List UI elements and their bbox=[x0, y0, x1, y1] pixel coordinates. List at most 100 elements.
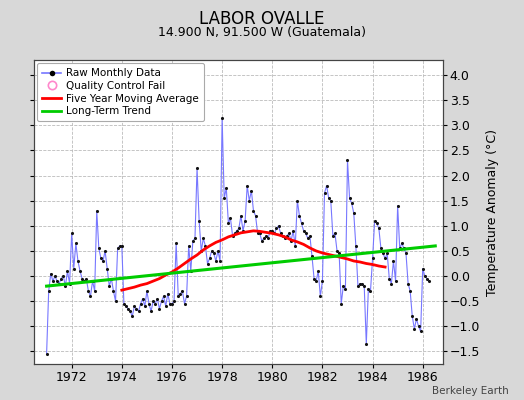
Point bbox=[366, 288, 375, 294]
Point bbox=[143, 288, 151, 294]
Point bbox=[295, 212, 303, 219]
Point bbox=[214, 248, 222, 254]
Point bbox=[423, 275, 431, 282]
Point bbox=[375, 225, 383, 232]
Point bbox=[105, 283, 114, 289]
Point bbox=[163, 290, 172, 297]
Point bbox=[347, 200, 356, 206]
Point bbox=[178, 288, 187, 294]
Point bbox=[333, 248, 341, 254]
Point bbox=[370, 218, 379, 224]
Text: LABOR OVALLE: LABOR OVALLE bbox=[199, 10, 325, 28]
Point bbox=[168, 300, 176, 307]
Point bbox=[70, 265, 78, 272]
Point bbox=[231, 230, 239, 236]
Point bbox=[305, 233, 314, 239]
Point bbox=[379, 250, 387, 257]
Point bbox=[408, 313, 417, 320]
Point bbox=[318, 278, 326, 284]
Point bbox=[128, 313, 136, 320]
Point bbox=[140, 303, 149, 310]
Point bbox=[316, 293, 324, 299]
Point bbox=[199, 235, 208, 242]
Point bbox=[282, 233, 291, 239]
Point bbox=[93, 208, 101, 214]
Point bbox=[324, 195, 333, 201]
Point bbox=[373, 220, 381, 226]
Point bbox=[49, 278, 57, 284]
Point bbox=[187, 268, 195, 274]
Point bbox=[74, 258, 82, 264]
Point bbox=[80, 278, 89, 284]
Point bbox=[57, 275, 66, 282]
Point bbox=[42, 351, 51, 357]
Point bbox=[235, 225, 243, 232]
Point bbox=[184, 243, 193, 249]
Point bbox=[157, 298, 166, 304]
Text: Berkeley Earth: Berkeley Earth bbox=[432, 386, 508, 396]
Point bbox=[208, 248, 216, 254]
Point bbox=[224, 220, 233, 226]
Point bbox=[193, 165, 201, 171]
Point bbox=[126, 308, 134, 314]
Point bbox=[252, 212, 260, 219]
Point bbox=[180, 300, 189, 307]
Point bbox=[299, 228, 308, 234]
Point bbox=[352, 243, 360, 249]
Point bbox=[354, 283, 362, 289]
Point bbox=[247, 188, 256, 194]
Point bbox=[402, 250, 410, 257]
Point bbox=[326, 198, 335, 204]
Point bbox=[377, 245, 385, 252]
Point bbox=[145, 300, 153, 307]
Point bbox=[291, 243, 299, 249]
Point bbox=[147, 308, 155, 314]
Point bbox=[256, 230, 264, 236]
Point bbox=[99, 258, 107, 264]
Point bbox=[218, 114, 226, 121]
Point bbox=[383, 250, 391, 257]
Point bbox=[101, 248, 110, 254]
Point bbox=[66, 280, 74, 287]
Point bbox=[249, 208, 258, 214]
Point bbox=[285, 230, 293, 236]
Point bbox=[410, 326, 419, 332]
Point bbox=[322, 182, 331, 189]
Point bbox=[275, 223, 283, 229]
Point bbox=[107, 275, 116, 282]
Point bbox=[394, 202, 402, 209]
Point bbox=[310, 275, 318, 282]
Point bbox=[116, 243, 124, 249]
Point bbox=[63, 268, 72, 274]
Point bbox=[385, 275, 394, 282]
Point bbox=[130, 303, 138, 310]
Point bbox=[391, 278, 400, 284]
Point bbox=[389, 258, 398, 264]
Point bbox=[243, 182, 252, 189]
Point bbox=[364, 286, 373, 292]
Point bbox=[412, 316, 421, 322]
Point bbox=[356, 280, 364, 287]
Point bbox=[335, 250, 343, 257]
Point bbox=[264, 235, 272, 242]
Point bbox=[277, 230, 285, 236]
Point bbox=[197, 248, 205, 254]
Point bbox=[268, 228, 277, 234]
Point bbox=[72, 240, 80, 247]
Point bbox=[312, 278, 320, 284]
Point bbox=[398, 240, 406, 247]
Point bbox=[149, 298, 157, 304]
Point bbox=[260, 235, 268, 242]
Point bbox=[237, 212, 245, 219]
Point bbox=[414, 323, 423, 330]
Point bbox=[159, 293, 168, 299]
Point bbox=[95, 245, 103, 252]
Point bbox=[303, 235, 312, 242]
Point bbox=[320, 190, 329, 196]
Point bbox=[314, 268, 322, 274]
Point bbox=[360, 283, 368, 289]
Point bbox=[166, 300, 174, 307]
Point bbox=[293, 198, 301, 204]
Point bbox=[308, 253, 316, 259]
Y-axis label: Temperature Anomaly (°C): Temperature Anomaly (°C) bbox=[486, 128, 499, 296]
